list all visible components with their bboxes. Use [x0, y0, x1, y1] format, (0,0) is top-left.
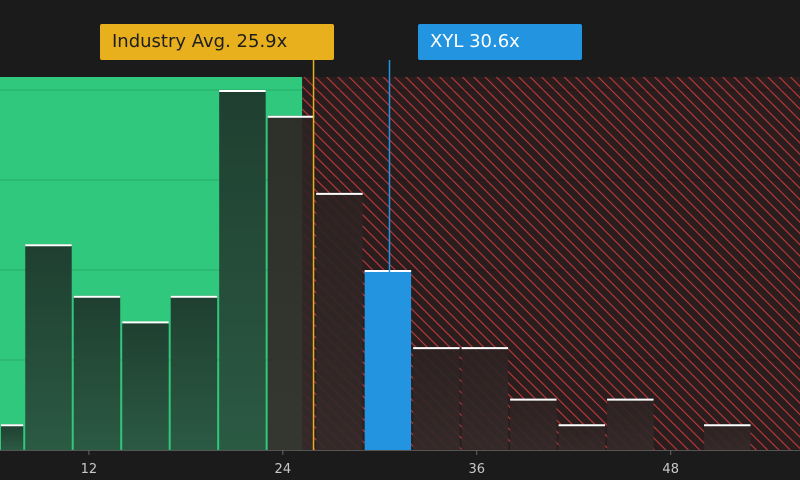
- x-tick-label: 24: [275, 462, 292, 477]
- histogram-bar: [1, 424, 24, 450]
- company-pe-callout: XYL 30.6x: [418, 24, 582, 60]
- histogram-bar: [364, 270, 412, 450]
- histogram-bar: [413, 347, 460, 450]
- histogram-bar: [704, 424, 751, 450]
- histogram-bar: [558, 424, 606, 450]
- x-tick-label: 36: [468, 462, 485, 477]
- histogram-bar: [73, 295, 121, 450]
- histogram-bar: [219, 90, 266, 450]
- histogram-bar: [122, 321, 169, 450]
- histogram-bar: [25, 244, 72, 450]
- histogram-bar: [461, 347, 509, 450]
- industry-avg-callout: Industry Avg. 25.9x: [100, 24, 334, 60]
- histogram-bar: [267, 115, 315, 450]
- histogram-bar: [170, 295, 218, 450]
- histogram-bar: [510, 398, 557, 450]
- x-tick-label: 48: [662, 462, 679, 477]
- x-tick-label: 12: [81, 462, 98, 477]
- histogram-bar: [607, 398, 654, 450]
- histogram-bar: [316, 192, 363, 450]
